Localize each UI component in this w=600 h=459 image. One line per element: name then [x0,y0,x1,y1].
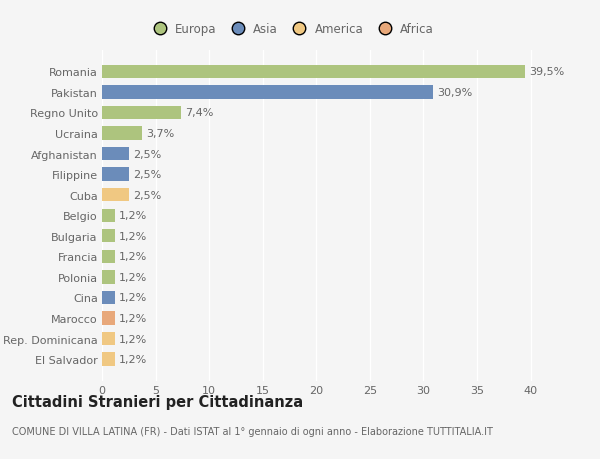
Bar [102,353,115,366]
Text: 39,5%: 39,5% [530,67,565,77]
Bar [102,106,181,120]
Bar [102,66,525,79]
Bar [102,209,115,223]
Bar [102,271,115,284]
Text: 1,2%: 1,2% [119,252,148,262]
Text: COMUNE DI VILLA LATINA (FR) - Dati ISTAT al 1° gennaio di ogni anno - Elaborazio: COMUNE DI VILLA LATINA (FR) - Dati ISTAT… [12,426,493,436]
Text: 1,2%: 1,2% [119,231,148,241]
Text: 3,7%: 3,7% [146,129,174,139]
Bar [102,332,115,346]
Text: 1,2%: 1,2% [119,293,148,303]
Text: 2,5%: 2,5% [133,170,161,180]
Text: 2,5%: 2,5% [133,149,161,159]
Text: 1,2%: 1,2% [119,313,148,323]
Bar [102,147,129,161]
Text: 1,2%: 1,2% [119,272,148,282]
Bar [102,250,115,263]
Text: 1,2%: 1,2% [119,334,148,344]
Bar [102,189,129,202]
Bar [102,127,142,140]
Legend: Europa, Asia, America, Africa: Europa, Asia, America, Africa [143,18,439,41]
Bar [102,168,129,181]
Text: 1,2%: 1,2% [119,354,148,364]
Bar [102,86,433,99]
Text: 1,2%: 1,2% [119,211,148,221]
Text: 2,5%: 2,5% [133,190,161,200]
Text: Cittadini Stranieri per Cittadinanza: Cittadini Stranieri per Cittadinanza [12,394,303,409]
Bar [102,230,115,243]
Bar [102,312,115,325]
Bar [102,291,115,304]
Text: 30,9%: 30,9% [437,88,473,98]
Text: 7,4%: 7,4% [185,108,214,118]
